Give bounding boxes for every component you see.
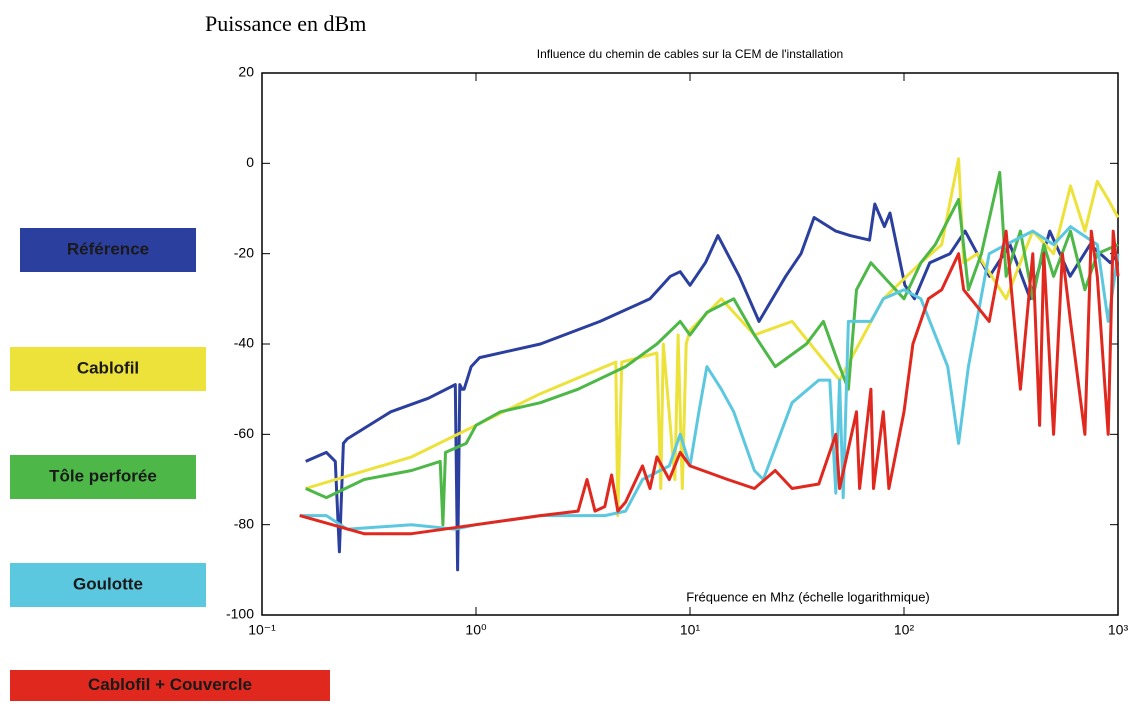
legend-label: Cablofil + Couvercle bbox=[88, 675, 252, 694]
legend-swatch bbox=[10, 455, 196, 499]
legend-swatch bbox=[10, 347, 206, 391]
y-axis-label: Puissance en dBm bbox=[205, 11, 366, 36]
legend-swatch bbox=[20, 228, 196, 272]
x-tick-label: 10² bbox=[894, 622, 915, 638]
legend-label: Goulotte bbox=[73, 574, 143, 593]
x-tick-label: 10⁰ bbox=[465, 622, 487, 638]
legend-swatch bbox=[10, 563, 206, 607]
x-tick-label: 10⁻¹ bbox=[248, 622, 276, 638]
series-line bbox=[305, 170, 1119, 527]
legend-swatch bbox=[10, 670, 330, 701]
series-line bbox=[305, 157, 1120, 518]
series-line bbox=[305, 202, 1120, 572]
series-line bbox=[299, 225, 1120, 531]
y-tick-label: 0 bbox=[246, 154, 254, 170]
legend-label: Référence bbox=[67, 239, 149, 258]
y-tick-label: -60 bbox=[234, 425, 254, 441]
series-line bbox=[299, 229, 1120, 536]
x-tick-label: 10¹ bbox=[680, 622, 701, 638]
x-axis-label: Fréquence en Mhz (échelle logarithmique) bbox=[686, 589, 930, 604]
y-tick-label: -40 bbox=[234, 335, 254, 351]
y-tick-label: -100 bbox=[226, 606, 254, 622]
legend-label: Cablofil bbox=[77, 358, 139, 377]
y-tick-label: -20 bbox=[234, 244, 254, 260]
x-tick-label: 10³ bbox=[1108, 622, 1129, 638]
chart-title: Influence du chemin de cables sur la CEM… bbox=[537, 47, 843, 61]
legend-label: Tôle perforée bbox=[49, 466, 157, 485]
y-tick-label: -80 bbox=[234, 515, 254, 531]
y-tick-label: 20 bbox=[238, 64, 254, 80]
